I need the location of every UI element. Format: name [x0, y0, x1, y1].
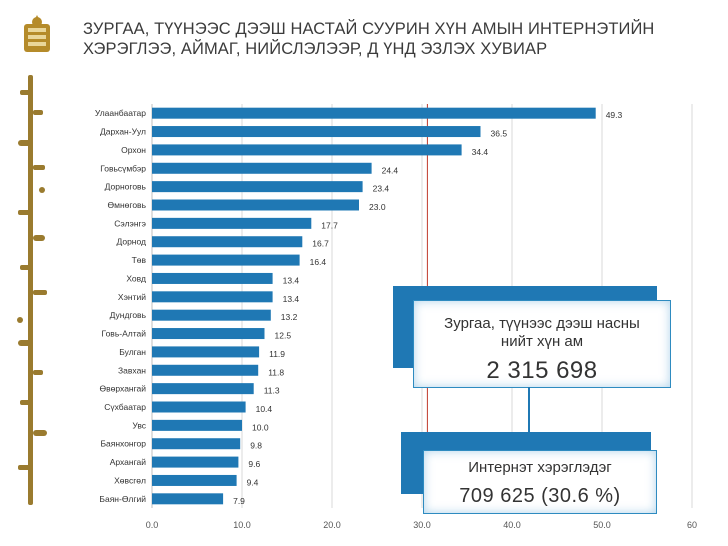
value-label: 23.0 — [369, 202, 386, 212]
population-label: Зургаа, түүнээс дээш насны нийт хүн ам — [444, 315, 640, 350]
category-label: Өвөрхангай — [100, 384, 147, 394]
value-label: 23.4 — [373, 184, 390, 194]
category-label: Булган — [119, 347, 146, 357]
value-label: 13.2 — [281, 312, 298, 322]
mongolian-script-decoration-icon — [17, 75, 47, 505]
value-label: 10.4 — [256, 404, 273, 414]
value-label: 24.4 — [382, 165, 399, 175]
category-label: Баянхонгор — [100, 439, 146, 449]
category-label: Өмнөговь — [108, 200, 147, 210]
x-tick-label: 20.0 — [323, 520, 341, 530]
bar — [152, 346, 260, 358]
x-tick-label: 30.0 — [413, 520, 431, 530]
category-label: Завхан — [118, 365, 146, 375]
callout-connector — [528, 387, 530, 432]
bar — [152, 401, 246, 413]
category-label: Увс — [132, 420, 146, 430]
category-label: Баян-Өлгий — [99, 494, 146, 504]
value-label: 36.5 — [491, 129, 508, 139]
value-label: 16.7 — [312, 239, 329, 249]
slide-title: ЗУРГАА, ТҮҮНЭЭС ДЭЭШ НАСТАЙ СУУРИН ХҮН А… — [83, 20, 655, 58]
value-label: 9.6 — [248, 459, 260, 469]
category-label: Дорноговь — [105, 182, 147, 192]
value-label: 10.0 — [252, 422, 269, 432]
bar — [152, 291, 273, 303]
sidebar — [0, 0, 62, 546]
bar — [152, 236, 303, 248]
bar — [152, 272, 273, 284]
value-label: 13.4 — [283, 275, 300, 285]
bar — [152, 383, 254, 395]
category-label: Хэнтий — [118, 292, 146, 302]
bar — [152, 309, 271, 321]
bar — [152, 126, 481, 138]
value-label: 9.8 — [250, 441, 262, 451]
bar — [152, 181, 363, 193]
category-label: Дундговь — [110, 310, 147, 320]
x-tick-label: 0.0 — [146, 520, 159, 530]
value-label: 12.5 — [275, 331, 292, 341]
bar — [152, 328, 265, 340]
value-label: 7.9 — [233, 496, 245, 506]
value-label: 49.3 — [606, 110, 623, 120]
value-label: 11.3 — [264, 386, 280, 396]
category-label: Говьсүмбэр — [100, 163, 146, 173]
value-label: 34.4 — [472, 147, 489, 157]
users-label: Интернэт хэрэглэдэг — [468, 459, 612, 476]
bar — [152, 162, 372, 174]
value-label: 11.9 — [269, 349, 285, 359]
category-label: Архангай — [110, 457, 147, 467]
category-label: Говь-Алтай — [102, 329, 147, 339]
bar — [152, 199, 359, 211]
bar — [152, 419, 242, 431]
bar — [152, 456, 239, 468]
x-tick-label: 10.0 — [233, 520, 251, 530]
value-label: 16.4 — [310, 257, 327, 267]
category-label: Дорнод — [116, 237, 146, 247]
x-tick-label: 50.0 — [593, 520, 611, 530]
bar — [152, 144, 462, 156]
category-label: Хөвсгөл — [114, 475, 146, 485]
soyombo-emblem-icon — [24, 15, 50, 52]
bar — [152, 474, 237, 486]
category-label: Төв — [132, 255, 147, 265]
value-label: 11.8 — [268, 367, 284, 377]
users-value: 709 625 (30.6 %) — [459, 485, 621, 507]
category-label: Сүхбаатар — [104, 402, 146, 412]
value-label: 9.4 — [247, 477, 259, 487]
users-callout: Интернэт хэрэглэдэг 709 625 (30.6 %) — [423, 450, 657, 514]
x-tick-label: 40.0 — [503, 520, 521, 530]
category-label: Дархан-Уул — [100, 127, 146, 137]
bar — [152, 107, 596, 119]
category-label: Ховд — [126, 273, 146, 283]
value-label: 17.7 — [321, 220, 338, 230]
bar — [152, 438, 241, 450]
bar — [152, 493, 224, 505]
bar — [152, 364, 259, 376]
population-value: 2 315 698 — [486, 357, 598, 384]
category-label: Улаанбаатар — [95, 108, 146, 118]
bar — [152, 254, 300, 266]
bar — [152, 217, 312, 229]
category-label: Сэлэнгэ — [114, 218, 146, 228]
category-label: Орхон — [121, 145, 146, 155]
value-label: 13.4 — [283, 294, 300, 304]
population-callout: Зургаа, түүнээс дээш насны нийт хүн ам 2… — [413, 300, 671, 388]
x-tick-label: 60 — [687, 520, 697, 530]
